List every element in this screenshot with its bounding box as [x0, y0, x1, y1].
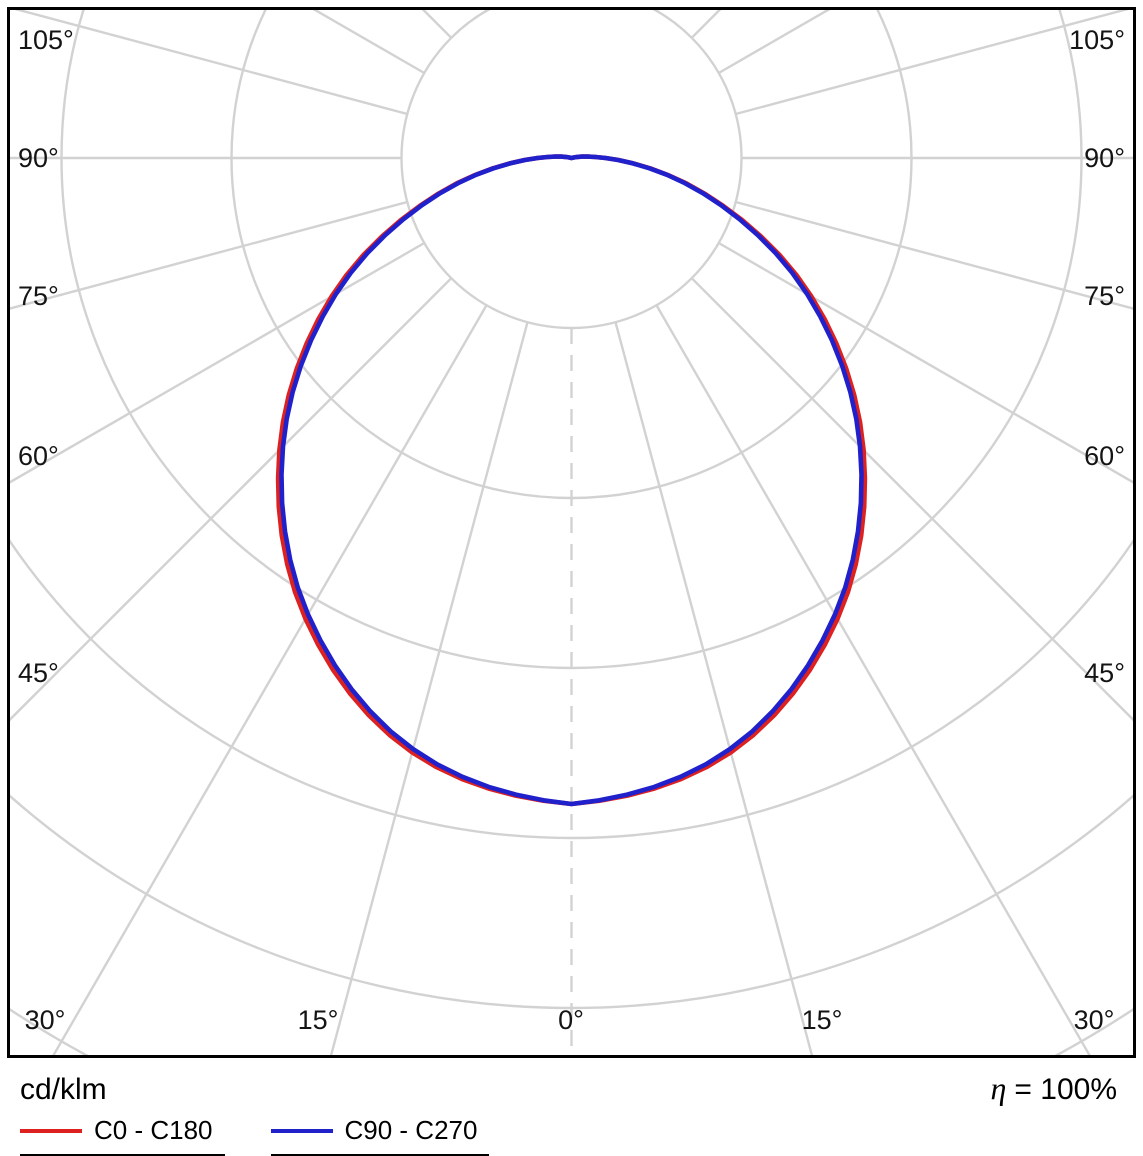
- grid-radial-line: [736, 0, 1143, 114]
- efficiency-label: η= 100%: [991, 1070, 1117, 1107]
- gamma-label-right: 75°: [1084, 281, 1125, 311]
- grid-radial-line: [615, 322, 946, 1066]
- chart-footer: cd/klm η= 100% C0 - C180 C90 - C270: [0, 1062, 1143, 1143]
- gamma-label-left: 60°: [18, 441, 59, 471]
- gamma-label-left: 45°: [18, 658, 59, 688]
- legend-label-c90-c270: C90 - C270: [345, 1115, 478, 1146]
- grid-radial-line: [692, 278, 1143, 1066]
- gamma-label-right: 90°: [1084, 143, 1125, 173]
- legend: C0 - C180 C90 - C270: [0, 1107, 1143, 1156]
- legend-item-c0-c180: C0 - C180: [20, 1115, 225, 1156]
- gamma-label-bottom: 15°: [298, 1005, 339, 1035]
- gamma-label-left: 105°: [18, 25, 74, 55]
- gamma-label-left: 90°: [18, 143, 59, 173]
- grid-radial-line: [719, 243, 1143, 883]
- grid-radial-line: [0, 0, 407, 114]
- grid-ring: [402, 0, 742, 328]
- legend-swatch-red: [20, 1129, 82, 1133]
- gamma-label-left: 75°: [18, 281, 59, 311]
- gamma-label-bottom: 15°: [802, 1005, 843, 1035]
- grid-radial-line: [0, 202, 407, 533]
- grid-radial-line: [0, 243, 424, 883]
- polar-chart: 105° 90° 75° 60° 45° 105° 90° 75° 60° 45° 30° 15° 0°…: [0, 0, 1143, 1066]
- eta-symbol: η: [991, 1070, 1007, 1106]
- legend-swatch-blue: [271, 1129, 333, 1133]
- grid-radial-line: [196, 322, 527, 1066]
- legend-label-c0-c180: C0 - C180: [94, 1115, 213, 1146]
- unit-label: cd/klm: [20, 1073, 107, 1107]
- footer-row: cd/klm η= 100%: [0, 1062, 1143, 1107]
- grid-radial-line: [657, 305, 1143, 1066]
- eta-value: = 100%: [1014, 1073, 1117, 1106]
- gamma-label-bottom: 0°: [558, 1005, 584, 1035]
- grid-radial-line: [0, 305, 487, 1066]
- grid-radial-line: [0, 278, 451, 1066]
- grid-radial-line: [736, 202, 1143, 533]
- gamma-label-bottom: 30°: [25, 1005, 66, 1035]
- legend-item-c90-c270: C90 - C270: [271, 1115, 490, 1156]
- gamma-label-right: 45°: [1084, 658, 1125, 688]
- gamma-label-right: 105°: [1069, 25, 1125, 55]
- polar-grid: [0, 0, 1143, 1066]
- gamma-label-bottom: 30°: [1074, 1005, 1115, 1035]
- gamma-label-right: 60°: [1084, 441, 1125, 471]
